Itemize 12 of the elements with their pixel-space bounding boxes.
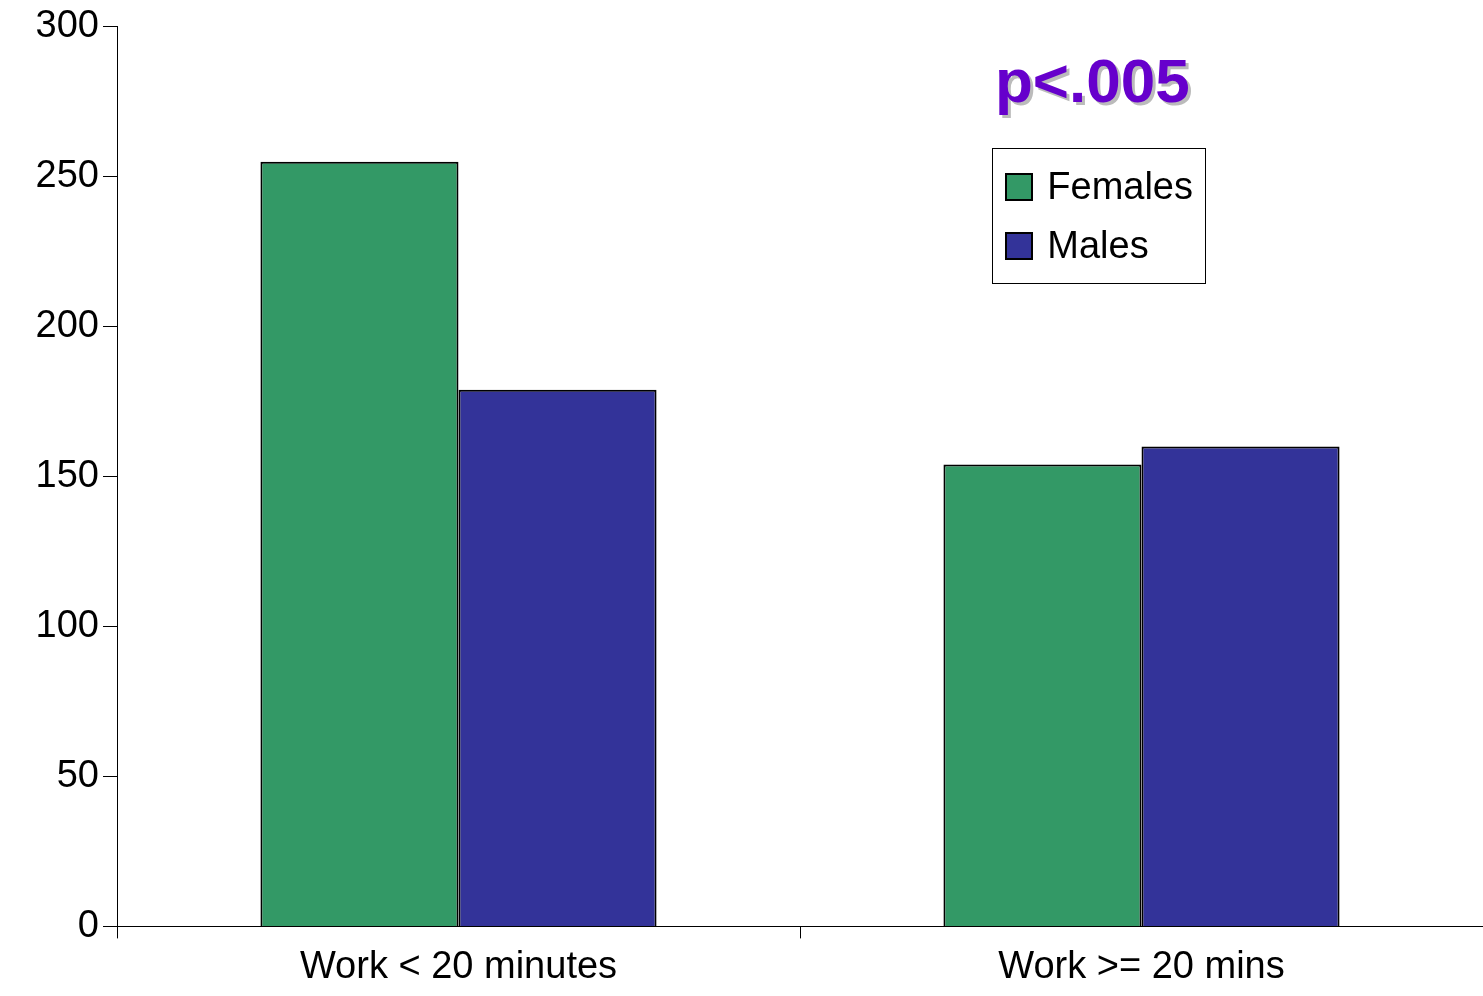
y-tick-label: 200	[35, 303, 99, 346]
y-tick-label: 0	[77, 902, 99, 945]
legend-label: Females	[1047, 165, 1193, 208]
y-tick-label: 150	[35, 453, 99, 496]
y-tick-label: 50	[56, 752, 99, 795]
y-tick-label: 100	[35, 603, 99, 646]
y-tick-label: 300	[35, 3, 99, 46]
annotation: p<.005	[995, 45, 1190, 116]
legend-label: Males	[1047, 224, 1149, 267]
x-tick-label: Work < 20 minutes	[299, 943, 618, 986]
x-tick-label: Work >= 20 mins	[998, 943, 1285, 986]
y-tick-label: 250	[35, 153, 99, 196]
